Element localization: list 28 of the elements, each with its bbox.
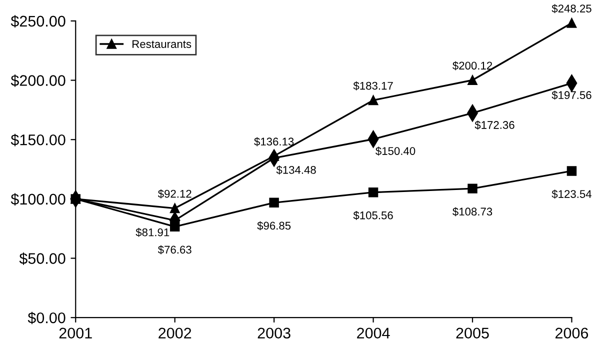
- data-label: $81.91: [136, 228, 170, 237]
- data-label: $248.25: [552, 4, 592, 14]
- y-tick-label: $100.00: [10, 193, 66, 206]
- data-label: $92.12: [158, 189, 192, 198]
- x-tick-label: 2004: [357, 328, 390, 339]
- data-label: $150.40: [376, 146, 416, 156]
- data-label: $96.85: [257, 221, 291, 230]
- y-tick-label: $150.00: [10, 134, 66, 146]
- data-label: $134.48: [276, 166, 316, 175]
- data-label: $136.13: [254, 137, 294, 146]
- x-tick-label: 2005: [456, 328, 489, 339]
- data-label: $123.54: [552, 190, 592, 199]
- y-tick-label: $50.00: [19, 252, 66, 265]
- data-label: $76.63: [158, 245, 192, 254]
- x-tick-label: 2002: [158, 328, 192, 339]
- y-tick-label: $200.00: [10, 74, 66, 87]
- data-label: $105.56: [353, 210, 393, 220]
- y-tick-label: $250.00: [10, 15, 66, 28]
- x-tick-label: 2003: [258, 328, 290, 339]
- data-label: $108.73: [452, 207, 492, 216]
- y-tick-label: $0.00: [28, 312, 66, 324]
- x-tick-label: 2006: [556, 328, 588, 339]
- data-label: $172.36: [474, 120, 514, 130]
- data-label: $200.12: [452, 61, 492, 70]
- data-label: $183.17: [353, 81, 393, 90]
- data-label: $197.56: [552, 90, 592, 100]
- x-tick-label: 2001: [59, 328, 92, 339]
- legend-label: Restaurants: [132, 40, 192, 48]
